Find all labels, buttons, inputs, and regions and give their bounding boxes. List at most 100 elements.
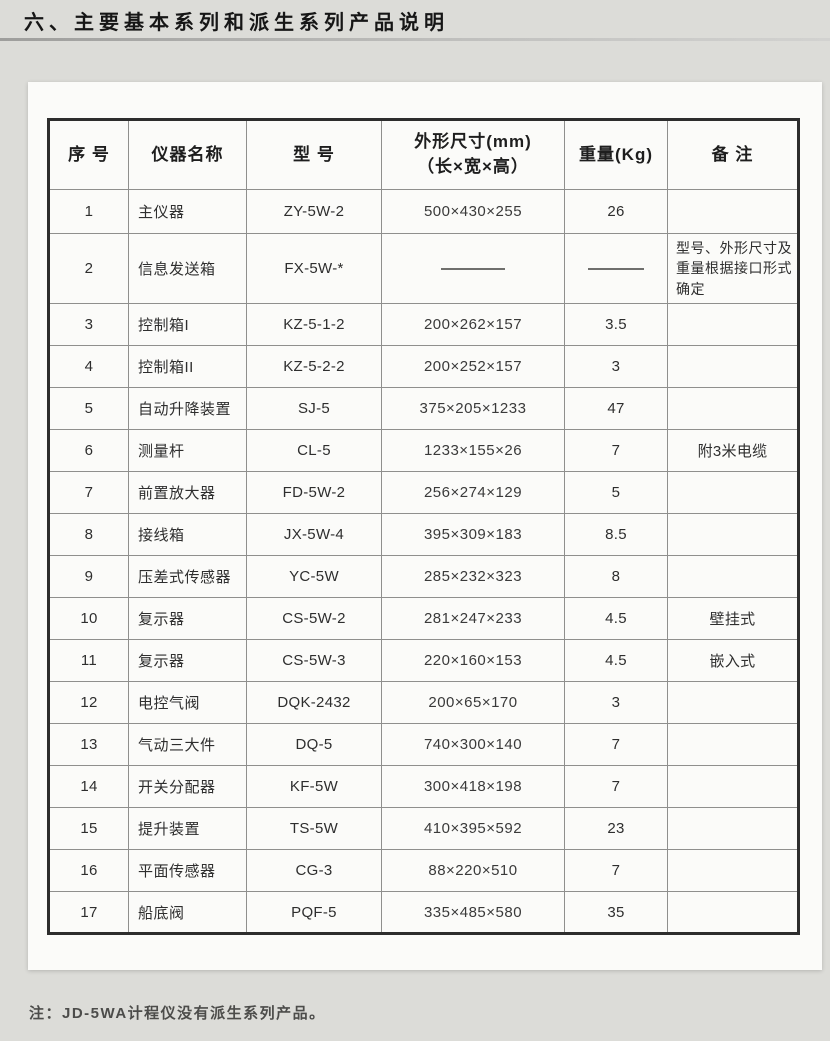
- cell-serial-number: 7: [48, 471, 129, 514]
- table-row: 9 压差式传感器 YC-5W 285×232×323 8: [48, 555, 799, 598]
- cell-model: KZ-5-1-2: [246, 303, 382, 346]
- cell-model: CG-3: [246, 849, 382, 892]
- cell-instrument-name: 测量杆: [128, 429, 247, 472]
- cell-model: DQK-2432: [246, 681, 382, 724]
- cell-instrument-name: 船底阀: [128, 891, 247, 934]
- cell-dimensions: 500×430×255: [381, 189, 565, 234]
- header-no: 序 号: [48, 119, 129, 190]
- cell-dimensions: 740×300×140: [381, 723, 565, 766]
- cell-weight: 3: [564, 681, 668, 724]
- spec-table: 序 号 仪器名称 型 号 外形尺寸(mm) （长×宽×高） 重量(Kg) 备 注…: [47, 118, 800, 935]
- cell-remark: [667, 387, 799, 430]
- table-row: 10 复示器 CS-5W-2 281×247×233 4.5 壁挂式: [48, 597, 799, 640]
- cell-instrument-name: 主仪器: [128, 189, 247, 234]
- header-weight: 重量(Kg): [564, 119, 668, 190]
- cell-weight: 7: [564, 429, 668, 472]
- table-row: 15 提升装置 TS-5W 410×395×592 23: [48, 807, 799, 850]
- cell-dimensions: 285×232×323: [381, 555, 565, 598]
- cell-remark: [667, 681, 799, 724]
- cell-instrument-name: 前置放大器: [128, 471, 247, 514]
- cell-instrument-name: 控制箱II: [128, 345, 247, 388]
- cell-dimensions: 220×160×153: [381, 639, 565, 682]
- cell-remark: [667, 513, 799, 556]
- cell-serial-number: 13: [48, 723, 129, 766]
- cell-model: ZY-5W-2: [246, 189, 382, 234]
- cell-dimensions: 335×485×580: [381, 891, 565, 934]
- cell-dimensions: 200×65×170: [381, 681, 565, 724]
- cell-dimensions: [381, 233, 565, 304]
- cell-serial-number: 8: [48, 513, 129, 556]
- table-body: 1 主仪器 ZY-5W-2 500×430×255 26 2 信息发送箱 FX-5W-* 型号、…: [48, 189, 799, 934]
- cell-weight: 35: [564, 891, 668, 934]
- cell-serial-number: 6: [48, 429, 129, 472]
- cell-weight: 3: [564, 345, 668, 388]
- cell-serial-number: 2: [48, 233, 129, 304]
- header-model: 型 号: [246, 119, 382, 190]
- cell-serial-number: 12: [48, 681, 129, 724]
- table-row: 6 测量杆 CL-5 1233×155×26 7 附3米电缆: [48, 429, 799, 472]
- cell-dimensions: 256×274×129: [381, 471, 565, 514]
- cell-weight: 4.5: [564, 639, 668, 682]
- cell-model: DQ-5: [246, 723, 382, 766]
- banner-underline: [0, 38, 830, 41]
- cell-dimensions: 200×262×157: [381, 303, 565, 346]
- cell-instrument-name: 复示器: [128, 639, 247, 682]
- cell-weight: [564, 233, 668, 304]
- cell-instrument-name: 压差式传感器: [128, 555, 247, 598]
- cell-instrument-name: 信息发送箱: [128, 233, 247, 304]
- cell-instrument-name: 电控气阀: [128, 681, 247, 724]
- table-row: 16 平面传感器 CG-3 88×220×510 7: [48, 849, 799, 892]
- dash-placeholder: [588, 268, 644, 271]
- cell-remark: 附3米电缆: [667, 429, 799, 472]
- cell-dimensions: 281×247×233: [381, 597, 565, 640]
- cell-weight: 8.5: [564, 513, 668, 556]
- cell-instrument-name: 提升装置: [128, 807, 247, 850]
- cell-instrument-name: 控制箱I: [128, 303, 247, 346]
- header-remark: 备 注: [667, 119, 799, 190]
- cell-dimensions: 375×205×1233: [381, 387, 565, 430]
- footnote: 注：JD-5WA计程仪没有派生系列产品。: [29, 1005, 326, 1022]
- cell-weight: 3.5: [564, 303, 668, 346]
- cell-remark: [667, 471, 799, 514]
- cell-instrument-name: 气动三大件: [128, 723, 247, 766]
- cell-model: PQF-5: [246, 891, 382, 934]
- cell-instrument-name: 开关分配器: [128, 765, 247, 808]
- cell-serial-number: 9: [48, 555, 129, 598]
- cell-remark: [667, 189, 799, 234]
- cell-weight: 7: [564, 765, 668, 808]
- cell-serial-number: 14: [48, 765, 129, 808]
- table-row: 7 前置放大器 FD-5W-2 256×274×129 5: [48, 471, 799, 514]
- cell-serial-number: 10: [48, 597, 129, 640]
- table-row: 5 自动升降装置 SJ-5 375×205×1233 47: [48, 387, 799, 430]
- title-banner: 六、主要基本系列和派生系列产品说明: [0, 4, 497, 41]
- table-row: 4 控制箱II KZ-5-2-2 200×252×157 3: [48, 345, 799, 388]
- cell-serial-number: 11: [48, 639, 129, 682]
- cell-model: FX-5W-*: [246, 233, 382, 304]
- cell-remark: [667, 891, 799, 934]
- cell-instrument-name: 自动升降装置: [128, 387, 247, 430]
- cell-remark: [667, 807, 799, 850]
- table-row: 13 气动三大件 DQ-5 740×300×140 7: [48, 723, 799, 766]
- cell-instrument-name: 接线箱: [128, 513, 247, 556]
- cell-weight: 4.5: [564, 597, 668, 640]
- cell-weight: 8: [564, 555, 668, 598]
- cell-dimensions: 88×220×510: [381, 849, 565, 892]
- cell-serial-number: 17: [48, 891, 129, 934]
- table-row: 17 船底阀 PQF-5 335×485×580 35: [48, 891, 799, 934]
- cell-model: TS-5W: [246, 807, 382, 850]
- table-row: 2 信息发送箱 FX-5W-* 型号、外形尺寸及重量根据接口形式确定: [48, 233, 799, 304]
- cell-serial-number: 5: [48, 387, 129, 430]
- cell-model: KF-5W: [246, 765, 382, 808]
- cell-instrument-name: 复示器: [128, 597, 247, 640]
- dash-placeholder: [441, 268, 505, 271]
- cell-weight: 23: [564, 807, 668, 850]
- cell-weight: 7: [564, 723, 668, 766]
- cell-dimensions: 300×418×198: [381, 765, 565, 808]
- cell-remark: [667, 345, 799, 388]
- cell-serial-number: 3: [48, 303, 129, 346]
- cell-serial-number: 15: [48, 807, 129, 850]
- cell-remark: [667, 303, 799, 346]
- cell-instrument-name: 平面传感器: [128, 849, 247, 892]
- table-row: 12 电控气阀 DQK-2432 200×65×170 3: [48, 681, 799, 724]
- cell-model: CS-5W-2: [246, 597, 382, 640]
